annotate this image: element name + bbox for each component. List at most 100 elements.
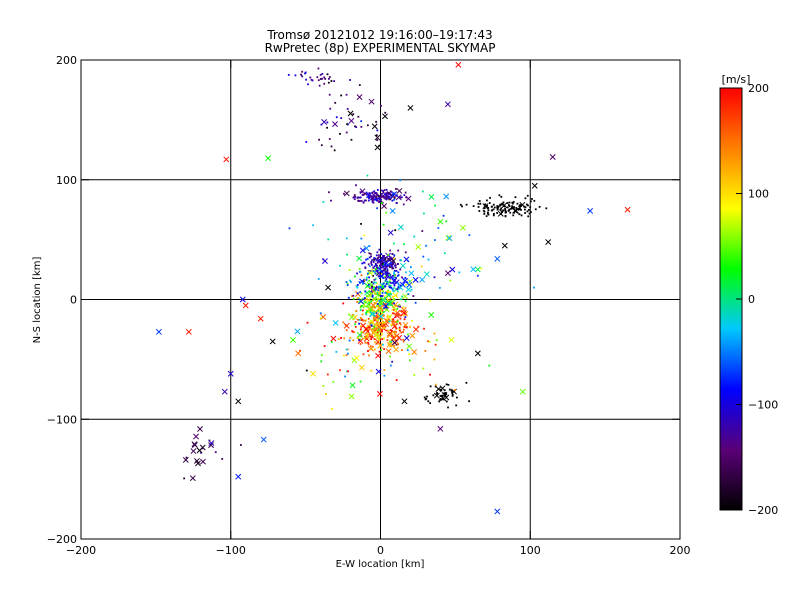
- data-point-dot: [424, 398, 427, 401]
- data-point-dot: [545, 207, 548, 210]
- data-point-dot: [319, 312, 322, 315]
- data-point-dot: [378, 248, 381, 251]
- data-point-dot: [373, 325, 376, 328]
- x-axis-ticks: −200 −100 0 100 200: [66, 60, 691, 557]
- data-point-dot: [321, 72, 324, 75]
- data-point-x: [440, 395, 447, 402]
- data-point-dot: [379, 304, 382, 307]
- data-point-x: [470, 266, 477, 273]
- data-point-x: [387, 229, 394, 236]
- data-point-dot: [390, 339, 393, 342]
- data-point-dot: [371, 308, 374, 310]
- data-point-dot: [428, 340, 431, 343]
- data-point-dot: [396, 262, 399, 265]
- data-point-dot: [500, 207, 503, 210]
- data-point-dot: [358, 339, 360, 342]
- data-point-dot: [368, 197, 370, 200]
- data-point-dot: [345, 237, 348, 240]
- data-point-dot: [384, 194, 387, 197]
- data-point-dot: [423, 327, 425, 330]
- data-point-dot: [325, 393, 327, 395]
- data-point-x: [428, 311, 435, 318]
- data-point-x: [375, 368, 382, 375]
- data-point-dot: [368, 279, 371, 282]
- data-point-dot: [429, 373, 431, 376]
- data-point-dot: [373, 348, 376, 351]
- data-point-x: [377, 342, 384, 349]
- data-point-dot: [381, 299, 384, 302]
- data-point-dot: [388, 285, 391, 288]
- data-point-x: [371, 123, 378, 130]
- data-point-dot: [342, 354, 345, 357]
- data-point-dot: [497, 205, 500, 208]
- data-point-dot: [354, 321, 357, 323]
- data-point-dot: [384, 258, 387, 260]
- data-point-dot: [393, 275, 396, 278]
- data-point-dot: [459, 203, 462, 206]
- data-point-dot: [375, 192, 377, 194]
- data-point-dot: [503, 205, 506, 208]
- data-point-dot: [371, 294, 374, 297]
- data-point-x: [208, 442, 214, 449]
- data-point-dot: [387, 258, 390, 261]
- data-point-x: [370, 330, 377, 336]
- data-point-dot: [399, 196, 402, 199]
- data-point-dot: [372, 288, 375, 291]
- data-point-dot: [320, 354, 323, 357]
- data-point-dot: [388, 191, 390, 194]
- data-point-dot: [393, 335, 396, 338]
- data-point-dot: [447, 383, 450, 386]
- data-point-dot: [396, 288, 399, 290]
- data-point-dot: [391, 295, 394, 298]
- data-point-dot: [367, 343, 370, 346]
- data-point-dot: [506, 206, 509, 209]
- data-point-dot: [538, 205, 541, 208]
- data-point-dot: [385, 282, 388, 285]
- data-point-dot: [368, 287, 371, 290]
- data-point-dot: [393, 264, 396, 267]
- data-point-dot: [450, 389, 453, 392]
- data-point-dot: [378, 256, 380, 259]
- data-point-dot: [305, 78, 307, 81]
- data-point-dot: [355, 126, 358, 129]
- data-point-x: [348, 314, 355, 321]
- data-point-dot: [442, 214, 445, 217]
- data-point-x: [407, 104, 414, 111]
- data-point-dot: [465, 203, 468, 206]
- data-point-dot: [439, 395, 442, 397]
- data-point-dot: [531, 198, 533, 200]
- data-point-dot: [388, 198, 391, 201]
- data-point-x: [419, 276, 426, 283]
- data-point-x: [444, 270, 451, 277]
- data-point-dot: [340, 94, 343, 97]
- data-point-x: [235, 473, 242, 480]
- data-point-dot: [381, 295, 384, 297]
- data-point-dot: [361, 309, 364, 312]
- data-point-dot: [384, 111, 387, 114]
- data-point-dot: [377, 330, 379, 333]
- data-point-dot: [437, 227, 440, 229]
- x-tick-label: −100: [216, 544, 246, 557]
- data-point-dot: [392, 289, 394, 292]
- data-point-dot: [496, 205, 499, 207]
- data-point-x: [295, 350, 302, 357]
- data-point-dot: [374, 310, 377, 313]
- data-point-dot: [343, 192, 345, 195]
- data-point-dot: [340, 117, 343, 119]
- data-point-dot: [360, 325, 362, 328]
- data-point-dot: [318, 138, 321, 141]
- data-point-dot: [384, 301, 387, 304]
- data-point-dot: [395, 194, 398, 197]
- data-point-dot: [486, 204, 488, 207]
- data-point-dot: [319, 317, 322, 320]
- data-point-dot: [345, 329, 348, 332]
- data-point-dot: [518, 204, 521, 207]
- data-point-dot: [389, 249, 392, 252]
- data-point-dot: [422, 255, 425, 258]
- data-point-x: [381, 203, 388, 210]
- data-point-dot: [384, 285, 387, 288]
- data-point-dot: [371, 336, 374, 339]
- data-point-dot: [389, 278, 392, 281]
- data-point-dot: [385, 278, 388, 281]
- data-point-dot: [335, 350, 338, 353]
